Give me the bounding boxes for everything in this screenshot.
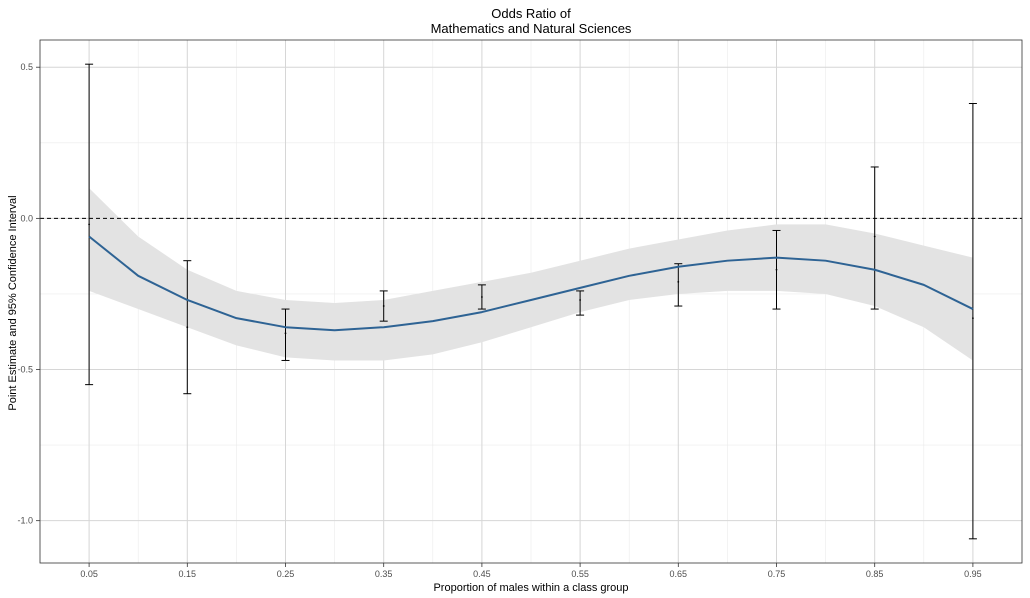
chart-title-line-2: Mathematics and Natural Sciences (431, 21, 632, 36)
error-bar-4 (477, 284, 486, 310)
error-bar-2 (281, 308, 290, 361)
panel-border (39, 39, 1023, 564)
error-bar-6 (674, 263, 683, 307)
y-axis-ticks: 0.5 0.0 -0.5 -1.0 (17, 62, 40, 526)
chart-title-line-1: Odds Ratio of (491, 6, 571, 21)
error-bar-1 (183, 260, 192, 395)
confidence-band (89, 188, 973, 361)
x-tick-label-3: 0.35 (375, 569, 393, 579)
x-axis-ticks: 0.05 0.15 0.25 0.35 0.45 0.55 0.65 0.75 0.85 0.95 (80, 563, 982, 579)
x-tick-label-8: 0.85 (866, 569, 884, 579)
x-tick-label-7: 0.75 (768, 569, 786, 579)
x-axis-label: Proportion of males within a class group (433, 582, 628, 594)
error-bar-9 (968, 102, 977, 540)
point-estimate-8 (873, 235, 876, 238)
point-estimate-5 (579, 299, 581, 301)
y-tick-label-3: -1.0 (17, 516, 33, 526)
point-estimate-6 (677, 280, 680, 283)
point-estimate-9 (972, 317, 974, 320)
point-estimate-2 (284, 332, 287, 335)
point-estimate-1 (186, 326, 189, 329)
error-bars (85, 63, 977, 540)
error-bar-3 (379, 290, 388, 322)
x-tick-label-1: 0.15 (179, 569, 197, 579)
point-estimate-4 (481, 296, 483, 298)
error-bar-5 (576, 290, 585, 316)
y-axis-label: Point Estimate and 95% Confidence Interv… (7, 195, 19, 410)
smooth-line (88, 235, 974, 332)
y-tick-label-0: 0.5 (20, 62, 33, 72)
y-tick-label-1: 0.0 (20, 213, 33, 223)
error-bar-7 (772, 229, 781, 310)
point-estimate-0 (88, 223, 90, 226)
y-tick-label-2: -0.5 (17, 365, 33, 375)
error-bar-8 (870, 166, 879, 310)
point-estimate-3 (382, 305, 385, 307)
error-bar-0 (85, 63, 94, 386)
x-tick-label-5: 0.55 (571, 569, 589, 579)
x-tick-label-6: 0.65 (670, 569, 688, 579)
x-tick-label-2: 0.25 (277, 569, 295, 579)
point-estimate-7 (775, 268, 778, 271)
x-tick-label-4: 0.45 (473, 569, 491, 579)
x-tick-label-9: 0.95 (964, 569, 982, 579)
x-tick-label-0: 0.05 (80, 569, 98, 579)
